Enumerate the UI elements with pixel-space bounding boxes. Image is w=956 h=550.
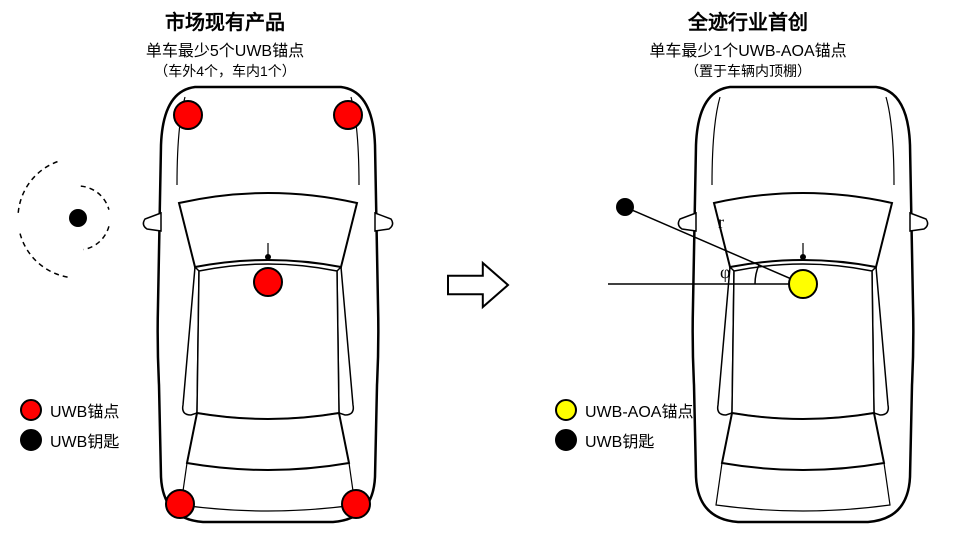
right-car <box>678 87 927 522</box>
right-anchor-dot <box>789 270 817 298</box>
legend-dot <box>555 399 577 421</box>
right-legend: UWB-AOA锚点 UWB钥匙 <box>555 398 693 458</box>
svg-text:r: r <box>718 212 724 232</box>
diagram-svg: rφ <box>0 0 956 550</box>
svg-text:φ: φ <box>720 262 730 282</box>
center-arrow <box>448 263 508 307</box>
legend-item: UWB锚点 <box>20 398 119 422</box>
legend-item: UWB钥匙 <box>555 428 693 452</box>
legend-item: UWB-AOA锚点 <box>555 398 693 422</box>
right-key-dot <box>616 198 634 216</box>
legend-item: UWB钥匙 <box>20 428 119 452</box>
left-key-dot <box>69 209 87 227</box>
left-key-signal <box>18 162 109 277</box>
legend-label: UWB锚点 <box>50 398 119 422</box>
legend-label: UWB-AOA锚点 <box>585 398 693 422</box>
left-legend: UWB锚点 UWB钥匙 <box>20 398 119 458</box>
legend-dot <box>555 429 577 451</box>
legend-dot <box>20 429 42 451</box>
legend-label: UWB钥匙 <box>585 428 654 452</box>
left-car <box>143 87 392 522</box>
legend-dot <box>20 399 42 421</box>
legend-label: UWB钥匙 <box>50 428 119 452</box>
